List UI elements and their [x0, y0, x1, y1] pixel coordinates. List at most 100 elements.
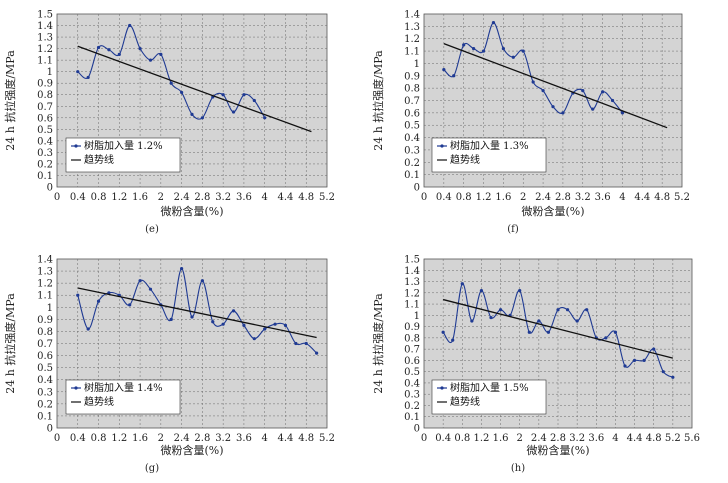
x-axis-title: 微粉含量(%) [521, 204, 584, 218]
data-point [180, 267, 184, 271]
data-point [86, 75, 90, 80]
legend-entry: 树脂加入量 1.3% [450, 139, 529, 152]
data-point [610, 98, 615, 103]
y-tick-label: 0.1 [37, 411, 53, 422]
legend-marker [440, 386, 444, 390]
legend-entry: 树脂加入量 1.5% [450, 381, 529, 394]
x-tick-label: 2 [517, 433, 523, 444]
y-tick-label: 1.2 [37, 44, 53, 55]
x-tick-label: 4 [619, 192, 625, 203]
data-point [169, 81, 173, 85]
y-tick-label: 0.5 [404, 121, 420, 132]
y-tick-label: 0.9 [404, 322, 420, 333]
y-tick-label: 1 [47, 303, 53, 314]
y-tick-label: 0.2 [37, 159, 53, 170]
x-tick-label: 0.8 [456, 192, 472, 203]
y-tick-label: 0.4 [404, 378, 420, 389]
x-tick-label: 3.6 [588, 433, 604, 444]
trendline [442, 298, 674, 359]
y-tick-label: 0.9 [37, 79, 53, 90]
y-tick-label: 0.3 [37, 148, 53, 159]
x-tick-label: 1.6 [132, 192, 148, 203]
chart-3: 0 0.4 0.8 1.2 1.6 2 2.4 2.8 3.2 3.6 4 4.4 4.8 5.2 5.60… [371, 255, 700, 475]
panel-label: (f) [507, 224, 519, 235]
data-point [527, 330, 531, 334]
y-tick-label: 0.4 [404, 133, 420, 144]
data-point [472, 47, 476, 51]
y-tick-label: 0.6 [404, 356, 420, 367]
data-point [96, 45, 101, 50]
data-point [304, 341, 308, 346]
data-point [632, 358, 637, 362]
y-tick-label: 0.8 [37, 90, 53, 101]
data-point [546, 330, 551, 334]
y-tick-label: 1 [414, 311, 420, 322]
x-tick-label: 0.4 [70, 433, 86, 444]
x-tick-label: 1.6 [495, 192, 511, 203]
y-tick-label: 1.4 [37, 21, 53, 32]
data-point [556, 308, 560, 312]
y-tick-label: 1.1 [404, 300, 420, 311]
data-point [242, 93, 246, 97]
data-point [531, 80, 535, 84]
y-axis-title: 24 h 抗拉强度/MPa [371, 50, 385, 151]
x-tick-label: 2.8 [555, 192, 571, 203]
data-point [479, 288, 484, 293]
legend-box [65, 137, 181, 173]
data-point [200, 116, 204, 120]
chart-1: 0 0.4 0.8 1.2 1.6 2 2.4 2.8 3.2 3.6 4 4.4 4.8 5.200.1… [371, 10, 690, 236]
x-tick-label: 3.2 [569, 433, 585, 444]
y-tick-label: 0.5 [37, 363, 53, 374]
legend-entry: 趋势线 [84, 395, 114, 408]
y-axis-title: 24 h 抗拉强度/MPa [371, 293, 385, 394]
y-tick-label: 0 [47, 183, 53, 194]
x-tick-label: 2.4 [174, 192, 190, 203]
data-point [315, 351, 319, 355]
x-tick-label: 0 [54, 433, 60, 444]
data-point [294, 341, 298, 346]
y-tick-label: 0.7 [37, 339, 53, 350]
x-tick-label: 5.6 [684, 433, 700, 444]
data-point [190, 315, 194, 319]
x-tick-label: 0 [54, 192, 60, 203]
data-point [252, 98, 256, 103]
trendline [77, 287, 317, 339]
legend: 树脂加入量 1.5%趋势线 [431, 379, 547, 415]
y-tick-label: 1.4 [404, 10, 420, 21]
data-point [521, 49, 525, 53]
y-tick-label: 1.2 [404, 288, 420, 299]
legend-entry: 趋势线 [84, 153, 114, 166]
y-tick-label: 0.1 [404, 170, 420, 181]
legend-entry: 趋势线 [450, 395, 480, 408]
panel-label: (e) [145, 224, 159, 235]
data-point [76, 293, 80, 297]
data-point [211, 320, 215, 324]
x-tick-label: 1.6 [493, 433, 509, 444]
x-tick-label: 2.8 [550, 433, 566, 444]
data-point [518, 288, 522, 293]
x-tick-label: 4.8 [646, 433, 662, 444]
legend-marker [440, 144, 444, 148]
y-axis-title: 24 h 抗拉强度/MPa [3, 293, 17, 394]
chart-0: 0 0.4 0.8 1.2 1.6 2 2.4 2.8 3.2 3.6 4 4.4 4.8 5.2 00.1… [3, 10, 335, 236]
data-point [491, 21, 496, 25]
legend-box [65, 379, 181, 415]
data-point [138, 47, 142, 51]
x-tick-label: 3.2 [215, 433, 231, 444]
y-tick-label: 1.3 [404, 22, 420, 33]
data-point [489, 315, 493, 320]
y-tick-label: 0.6 [404, 108, 420, 119]
panel-label: (g) [145, 463, 159, 474]
data-point [169, 317, 173, 321]
data-point [231, 309, 236, 313]
y-tick-label: 0.9 [404, 71, 420, 82]
data-point [221, 322, 225, 326]
y-tick-label: 0.8 [37, 327, 53, 338]
x-tick-label: 0.8 [91, 433, 107, 444]
y-tick-label: 0.7 [37, 102, 53, 113]
x-tick-label: 1.2 [476, 192, 492, 203]
data-point [565, 308, 570, 312]
trendline [443, 43, 668, 129]
legend-entry: 树脂加入量 1.4% [84, 381, 163, 394]
legend-entry: 趋势线 [450, 153, 480, 166]
